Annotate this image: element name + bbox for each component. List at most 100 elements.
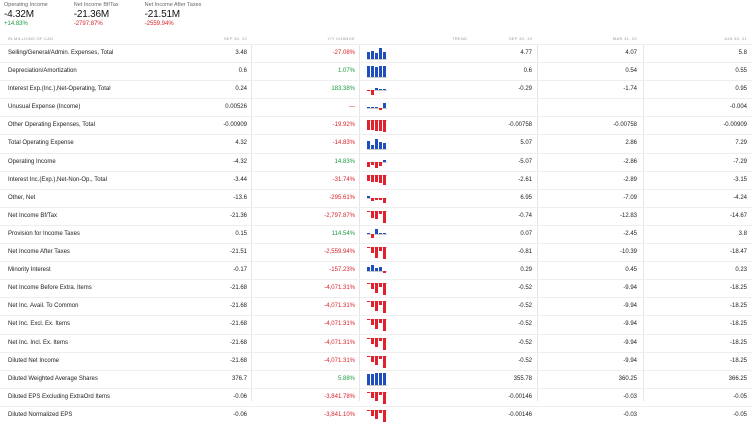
trend-bar <box>367 233 370 235</box>
trend-sparkbar <box>367 65 387 79</box>
yoy-change: -3,841.78% <box>324 393 355 400</box>
summary-metric[interactable]: Operating Income -4.32M +14.83% <box>4 2 48 28</box>
trend-bar <box>371 144 374 150</box>
row-label: Net Inc. Incl. Ex. Items <box>8 339 69 346</box>
trend-bar <box>379 210 382 215</box>
table-row[interactable]: Diluted EPS Excluding ExtraOrd Items -0.0… <box>0 387 752 406</box>
table-row[interactable]: Net Inc. Avail. To Common -21.68 -4,071.31… <box>0 297 752 315</box>
table-row[interactable]: Depreciation/Amortization 0.6 1.07% 0.6 0.54… <box>0 62 752 80</box>
current-value: -21.68 <box>229 285 247 292</box>
yoy-change: -4,071.31% <box>324 303 355 310</box>
row-label: Net Inc. Avail. To Common <box>8 303 79 310</box>
metric-change: -2797.87% <box>73 21 103 27</box>
current-value: -21.68 <box>229 321 247 328</box>
trend-sparkbar <box>367 391 387 404</box>
trend-bar <box>367 337 370 339</box>
current-value: -21.68 <box>229 303 247 310</box>
period-1-value: 0.6 <box>523 68 532 75</box>
period-2-value: -2.86 <box>623 158 637 165</box>
current-value: -21.68 <box>229 339 247 346</box>
trend-bar <box>379 198 382 201</box>
header-current-period[interactable]: SEP 30, 22 <box>223 36 247 41</box>
current-value: -0.06 <box>233 411 247 418</box>
trend-sparkbar <box>367 210 387 223</box>
metric-value: -21.51M <box>144 9 180 20</box>
header-period-1[interactable]: SEP 30, 19 <box>508 36 532 41</box>
header-period-2[interactable]: MAR 31, 20 <box>612 36 637 41</box>
trend-bar <box>383 198 386 204</box>
yoy-change: -3,841.10% <box>324 411 355 418</box>
trend-bar <box>367 373 370 385</box>
trend-bar <box>367 195 370 199</box>
period-2-value: -9.94 <box>623 339 637 346</box>
period-2-value: -0.00758 <box>613 122 637 129</box>
trend-bar <box>383 319 386 332</box>
trend-bar <box>375 373 378 385</box>
trend-bar <box>367 141 370 150</box>
table-row[interactable]: Diluted Net Income -21.68 -4,071.31% -0.52 -… <box>0 351 752 370</box>
table-row[interactable]: Interest Inc.(Exp.),Net-Non-Op., Total -3… <box>0 170 752 189</box>
table-row[interactable]: Net Inc. Excl. Ex. Items -21.68 -4,071.31%… <box>0 315 752 333</box>
trend-bar <box>371 391 374 398</box>
table-row[interactable]: Diluted Weighted Average Shares 376.7 5.88… <box>0 369 752 388</box>
table-row[interactable]: Operating Income -4.32 14.83% -5.07 -2.86 -7.… <box>0 152 752 171</box>
row-label: Depreciation/Amortization <box>8 68 77 75</box>
trend-sparkbar <box>367 337 387 350</box>
trend-bar <box>367 106 370 108</box>
yoy-change: -295.61% <box>329 194 355 201</box>
table-row[interactable]: Selling/General/Admin. Expenses, Total 3.… <box>0 44 752 62</box>
table-row[interactable]: Minority Interest -0.17 -157.23% 0.29 0.45 0.… <box>0 261 752 279</box>
trend-bar <box>383 337 386 350</box>
table-row[interactable]: Diluted Normalized EPS -0.06 -3,841.10% -0.… <box>0 405 752 424</box>
trend-bar <box>371 210 374 219</box>
table-row[interactable]: Interest Exp.(Inc.),Net-Operating, Total… <box>0 80 752 98</box>
yoy-change: — <box>349 104 355 111</box>
header-yoy-change[interactable]: Y/Y CHANGE <box>327 36 355 41</box>
trend-sparkbar <box>367 409 387 422</box>
trend-bar <box>371 265 374 271</box>
table-row[interactable]: Other Operating Expenses, Total -0.00909 -… <box>0 116 752 134</box>
period-3-value: -18.47 <box>729 249 747 256</box>
period-1-value: -0.52 <box>518 303 532 310</box>
summary-metric[interactable]: Net Income After Taxes -21.51M -2559.94% <box>145 2 202 28</box>
trend-bar <box>379 174 382 184</box>
summary-metric[interactable]: Net Income Bf/Tax -21.36M -2797.87% <box>74 2 119 28</box>
trend-bar <box>383 160 386 163</box>
trend-bar <box>367 301 370 303</box>
trend-bar <box>371 106 374 108</box>
period-3-value: 0.95 <box>735 86 747 93</box>
trend-bar <box>371 301 374 308</box>
table-row[interactable]: Total Operating Expense 4.32 -14.83% 5.07 2.… <box>0 134 752 152</box>
period-1-value: 6.95 <box>520 194 532 201</box>
row-label: Diluted EPS Excluding ExtraOrd Items <box>8 393 111 400</box>
table-row[interactable]: Net Income Bf/Tax -21.36 -2,797.87% -0.74 -1… <box>0 206 752 225</box>
table-row[interactable]: Net Income Before Extra. Items -21.68 -4,0… <box>0 279 752 297</box>
row-label: Minority Interest <box>8 267 51 274</box>
trend-bar <box>367 355 370 357</box>
trend-sparkbar <box>367 372 387 386</box>
table-row[interactable]: Unusual Expense (Income) 0.00526 — -0.004 <box>0 98 752 116</box>
table-row[interactable]: Other, Net -13.6 -295.61% 6.95 -7.09 -4.24 <box>0 188 752 207</box>
trend-bar <box>383 51 386 59</box>
current-value: 4.32 <box>235 140 247 147</box>
row-label: Net Income Before Extra. Items <box>8 285 92 292</box>
trend-bar <box>375 87 378 90</box>
trend-bar <box>383 143 386 150</box>
trend-bar <box>379 266 382 271</box>
metric-change: -2559.94% <box>144 21 174 27</box>
metric-value: -21.36M <box>73 9 110 20</box>
table-row[interactable]: Provision for Income Taxes 0.15 114.54% 0.0… <box>0 224 752 243</box>
period-3-value: -18.25 <box>729 339 747 346</box>
trend-baseline <box>367 270 387 272</box>
yoy-change: -27.08% <box>332 50 355 56</box>
trend-baseline <box>367 59 387 60</box>
column-divider <box>537 44 538 401</box>
trend-bar <box>375 120 378 132</box>
table-row[interactable]: Net Income After Taxes -21.51 -2,559.94% -0… <box>0 243 752 261</box>
period-1-value: -0.52 <box>518 357 532 364</box>
header-period-3[interactable]: JUN 30, 21 <box>723 36 747 41</box>
trend-bar <box>383 120 386 133</box>
current-value: 0.00526 <box>225 104 247 111</box>
current-value: -4.32 <box>233 158 247 165</box>
table-row[interactable]: Net Inc. Incl. Ex. Items -21.68 -4,071.31%… <box>0 333 752 352</box>
